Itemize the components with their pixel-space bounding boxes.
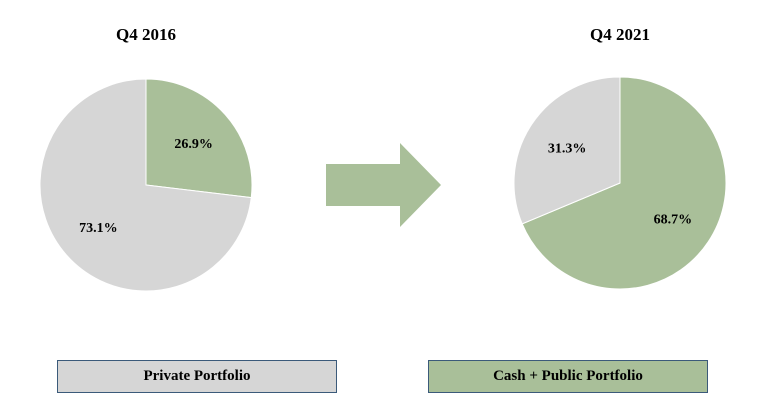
pie-q4-2016: 26.9% 73.1%	[39, 78, 253, 292]
pie-slice-cash-public-portfolio	[145, 78, 253, 199]
pie-slice-cash-public-portfolio	[521, 76, 727, 290]
pie-slice-private-portfolio	[513, 76, 621, 225]
chart-title-q4-2021: Q4 2021	[590, 25, 650, 44]
pie-q4-2021: 68.7% 31.3%	[513, 76, 727, 290]
legend-label-cash-public: Cash + Public Portfolio	[493, 368, 643, 384]
legend-cash-public-portfolio: Cash + Public Portfolio	[428, 360, 708, 393]
slice-data-label: 31.3%	[548, 142, 587, 157]
slice-data-label: 68.7%	[654, 212, 693, 227]
legend-private-portfolio: Private Portfolio	[57, 360, 337, 393]
slice-data-label: 73.1%	[79, 221, 118, 236]
pie-slice-private-portfolio	[39, 78, 252, 292]
slice-data-label: 26.9%	[174, 137, 213, 152]
legend-label-private: Private Portfolio	[143, 368, 251, 384]
chart-title-q4-2016: Q4 2016	[116, 25, 176, 44]
right-arrow-icon	[326, 143, 441, 227]
